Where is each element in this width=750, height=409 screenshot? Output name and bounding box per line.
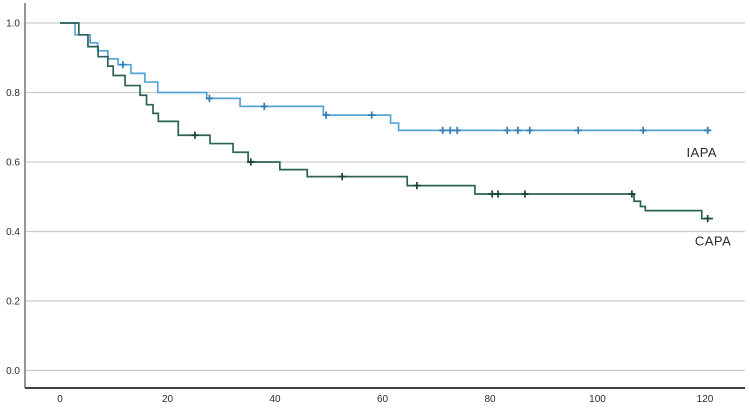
y-tick-label: 0.4 — [6, 227, 20, 238]
series-line-iapa — [60, 22, 711, 132]
censor-mark-iapa — [368, 111, 376, 119]
censor-mark-capa — [628, 190, 636, 198]
x-tick-label: 100 — [589, 394, 606, 405]
series-line-capa — [60, 22, 714, 220]
censor-mark-capa — [413, 182, 421, 190]
censor-mark-capa — [521, 190, 529, 198]
censor-mark-iapa — [446, 126, 454, 134]
censor-mark-iapa — [205, 94, 214, 103]
x-tick-label: 80 — [484, 394, 496, 405]
censor-mark-capa — [191, 131, 199, 139]
censor-mark-iapa — [503, 126, 511, 134]
censor-mark-iapa — [260, 102, 268, 110]
censor-mark-iapa — [639, 126, 647, 134]
censor-mark-iapa — [704, 126, 712, 134]
censor-mark-iapa — [526, 126, 534, 134]
censor-mark-capa — [494, 190, 502, 198]
censor-mark-capa — [704, 215, 712, 223]
series-label-iapa: IAPA — [686, 145, 717, 160]
y-tick-label: 0.0 — [6, 366, 20, 377]
censor-mark-iapa — [119, 61, 127, 69]
x-tick-label: 0 — [57, 394, 63, 405]
y-tick-label: 1.0 — [6, 19, 20, 30]
censor-mark-capa — [247, 158, 255, 166]
censor-mark-iapa — [453, 126, 461, 134]
censor-mark-iapa — [514, 126, 522, 134]
x-tick-label: 120 — [697, 394, 714, 405]
y-tick-label: 0.2 — [6, 297, 20, 308]
censor-mark-iapa — [439, 126, 447, 134]
y-tick-label: 0.8 — [6, 88, 20, 99]
censor-mark-iapa — [322, 111, 330, 119]
censor-mark-capa — [338, 172, 346, 181]
x-tick-label: 40 — [269, 394, 281, 405]
x-tick-label: 20 — [162, 394, 174, 405]
censor-mark-iapa — [574, 126, 582, 134]
x-tick-label: 60 — [377, 394, 389, 405]
y-tick-label: 0.6 — [6, 158, 20, 169]
series-label-capa: CAPA — [695, 233, 731, 248]
